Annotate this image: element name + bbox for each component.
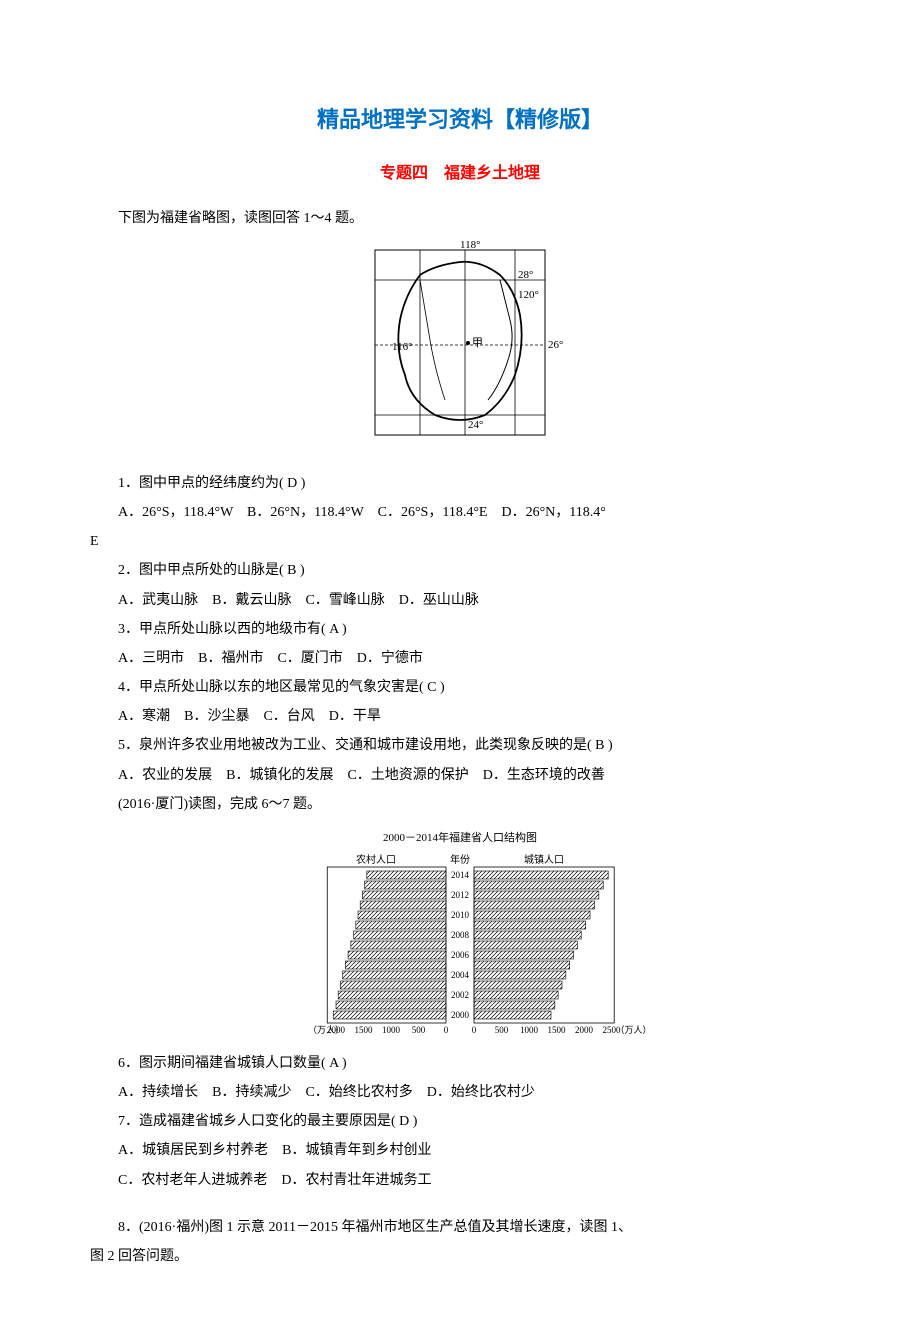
- svg-text:2000: 2000: [575, 1025, 594, 1035]
- svg-text:2010: 2010: [451, 910, 470, 920]
- q2-options: A．武夷山脉 B．戴云山脉 C．雪峰山脉 D．巫山山脉: [90, 588, 830, 613]
- q3-options: A．三明市 B．福州市 C．厦门市 D．宁德市: [90, 646, 830, 671]
- svg-text:2012: 2012: [451, 890, 469, 900]
- q7-options-2: C．农村老年人进城养老 D．农村青壮年进城务工: [90, 1168, 830, 1193]
- lat-28: 28°: [518, 269, 533, 281]
- main-title: 精品地理学习资料【精修版】: [90, 100, 830, 140]
- svg-text:2014: 2014: [451, 870, 470, 880]
- svg-text:0: 0: [444, 1025, 449, 1035]
- intro-text-2: (2016·厦门)读图，完成 6～7 题。: [90, 792, 830, 817]
- svg-text:1500: 1500: [355, 1025, 374, 1035]
- svg-text:（万人）: （万人）: [616, 1025, 652, 1035]
- svg-text:500: 500: [412, 1025, 426, 1035]
- q7-stem: 7．造成福建省城乡人口变化的最主要原因是( D ): [90, 1109, 830, 1134]
- svg-text:城镇人口: 城镇人口: [524, 853, 564, 866]
- map-marker-jia: 甲: [472, 337, 483, 349]
- fujian-map-figure: 118° 116° 120° 28° 26° 24° 甲: [90, 240, 830, 459]
- document-page: 精品地理学习资料【精修版】 专题四 福建乡土地理 下图为福建省略图，读图回答 1…: [0, 0, 920, 1333]
- q5-stem: 5．泉州许多农业用地被改为工业、交通和城市建设用地，此类现象反映的是( B ): [90, 733, 830, 758]
- fujian-map-svg: 118° 116° 120° 28° 26° 24° 甲: [350, 240, 570, 450]
- q1-tail: E: [90, 529, 830, 554]
- svg-text:1000: 1000: [520, 1025, 539, 1035]
- lon-116: 116°: [392, 341, 413, 353]
- q4-stem: 4．甲点所处山脉以东的地区最常见的气象灾害是( C ): [90, 675, 830, 700]
- svg-text:2002: 2002: [451, 990, 469, 1000]
- q8-tail: 图 2 回答问题。: [90, 1244, 830, 1269]
- spacer: [90, 1197, 830, 1211]
- q1-options: A．26°S，118.4°W B．26°N，118.4°W C．26°S，118…: [90, 500, 830, 525]
- sub-title: 专题四 福建乡土地理: [90, 160, 830, 189]
- lon-120: 120°: [518, 289, 539, 301]
- svg-text:2000: 2000: [451, 1010, 470, 1020]
- lat-24: 24°: [468, 419, 483, 431]
- svg-text:1500: 1500: [548, 1025, 567, 1035]
- q2-stem: 2．图中甲点所处的山脉是( B ): [90, 558, 830, 583]
- svg-text:（万人）: （万人）: [308, 1025, 344, 1035]
- svg-text:2006: 2006: [451, 950, 470, 960]
- q4-options: A．寒潮 B．沙尘暴 C．台风 D．干旱: [90, 704, 830, 729]
- svg-text:2004: 2004: [451, 970, 470, 980]
- svg-text:0: 0: [472, 1025, 477, 1035]
- svg-text:500: 500: [495, 1025, 509, 1035]
- intro-text-1: 下图为福建省略图，读图回答 1～4 题。: [90, 206, 830, 231]
- lon-118: 118°: [460, 240, 481, 251]
- population-chart-figure: 2000－2014年福建省人口结构图 农村人口 年份 城镇人口 2014 2012 201…: [90, 825, 830, 1039]
- q6-stem: 6．图示期间福建省城镇人口数量( A ): [90, 1051, 830, 1076]
- q5-options: A．农业的发展 B．城镇化的发展 C．土地资源的保护 D．生态环境的改善: [90, 763, 830, 788]
- svg-text:2008: 2008: [451, 930, 470, 940]
- q8-stem: 8．(2016·福州)图 1 示意 2011－2015 年福州市地区生产总值及其…: [90, 1215, 830, 1240]
- svg-text:农村人口: 农村人口: [356, 853, 396, 866]
- population-chart: 2000－2014年福建省人口结构图 农村人口 年份 城镇人口 2014 2012 201…: [240, 829, 680, 1039]
- q7-options-1: A．城镇居民到乡村养老 B．城镇青年到乡村创业: [90, 1138, 830, 1163]
- lat-26: 26°: [548, 339, 563, 351]
- svg-text:1000: 1000: [382, 1025, 401, 1035]
- q6-options: A．持续增长 B．持续减少 C．始终比农村多 D．始终比农村少: [90, 1080, 830, 1105]
- population-chart-svg: 农村人口 年份 城镇人口 2014 2012 2010 2008 2006 2004 2002 20…: [240, 849, 680, 1039]
- pop-chart-title: 2000－2014年福建省人口结构图: [240, 829, 680, 849]
- q3-stem: 3．甲点所处山脉以西的地级市有( A ): [90, 617, 830, 642]
- svg-text:年份: 年份: [450, 853, 470, 866]
- q1-stem: 1．图中甲点的经纬度约为( D ): [90, 471, 830, 496]
